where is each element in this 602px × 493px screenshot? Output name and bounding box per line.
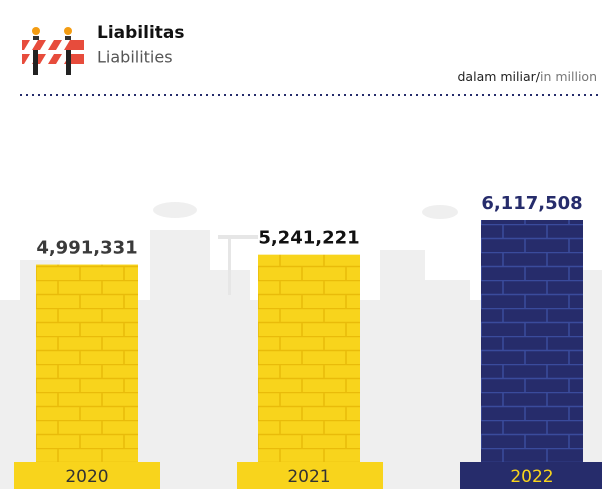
category-box <box>460 462 602 489</box>
barricade-icon <box>22 27 84 75</box>
category-box <box>14 462 160 489</box>
x-tick-label: 2020 <box>65 467 108 487</box>
value-label: 6,117,508 <box>481 193 582 214</box>
unit-note-id: dalam miliar/ <box>458 69 541 84</box>
chart-title: Liabilitas <box>97 23 185 43</box>
category-box <box>237 462 383 489</box>
value-label: 4,991,331 <box>36 238 137 259</box>
x-tick-label: 2022 <box>510 467 553 487</box>
unit-note-en: in million <box>540 69 597 84</box>
bar <box>258 254 360 462</box>
unit-note: dalam miliar/in million <box>458 69 598 84</box>
value-label: 5,241,221 <box>258 228 359 249</box>
bar <box>481 220 583 462</box>
x-tick-label: 2021 <box>287 467 330 487</box>
bar <box>36 264 138 462</box>
chart-subtitle: Liabilities <box>97 48 173 67</box>
